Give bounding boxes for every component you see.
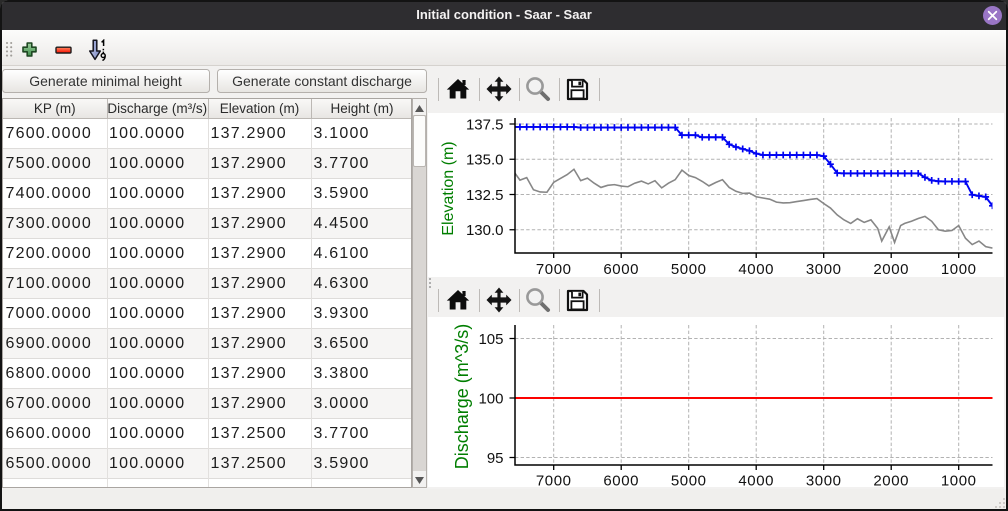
svg-text:6000: 6000 (603, 473, 639, 488)
svg-text:3000: 3000 (806, 473, 842, 488)
svg-text:137.5: 137.5 (466, 116, 504, 133)
svg-text:1000: 1000 (941, 473, 977, 488)
svg-text:3000: 3000 (806, 261, 842, 277)
svg-text:2000: 2000 (873, 261, 909, 277)
svg-text:4000: 4000 (738, 261, 774, 277)
svg-text:Elevation (m): Elevation (m) (440, 141, 457, 235)
svg-text:7000: 7000 (536, 473, 572, 488)
svg-text:7000: 7000 (536, 261, 572, 277)
svg-text:132.5: 132.5 (466, 187, 504, 204)
svg-text:1000: 1000 (941, 261, 977, 277)
svg-text:5000: 5000 (671, 473, 707, 488)
svg-text:2000: 2000 (873, 473, 909, 488)
svg-text:130.0: 130.0 (466, 222, 504, 239)
svg-text:6000: 6000 (603, 261, 639, 277)
svg-text:135.0: 135.0 (466, 152, 504, 169)
svg-text:105: 105 (478, 331, 503, 348)
svg-text:4000: 4000 (738, 473, 774, 488)
svg-text:100: 100 (478, 390, 503, 407)
svg-text:95: 95 (487, 450, 504, 467)
svg-text:Discharge (m^3/s): Discharge (m^3/s) (452, 324, 472, 469)
svg-text:5000: 5000 (671, 261, 707, 277)
